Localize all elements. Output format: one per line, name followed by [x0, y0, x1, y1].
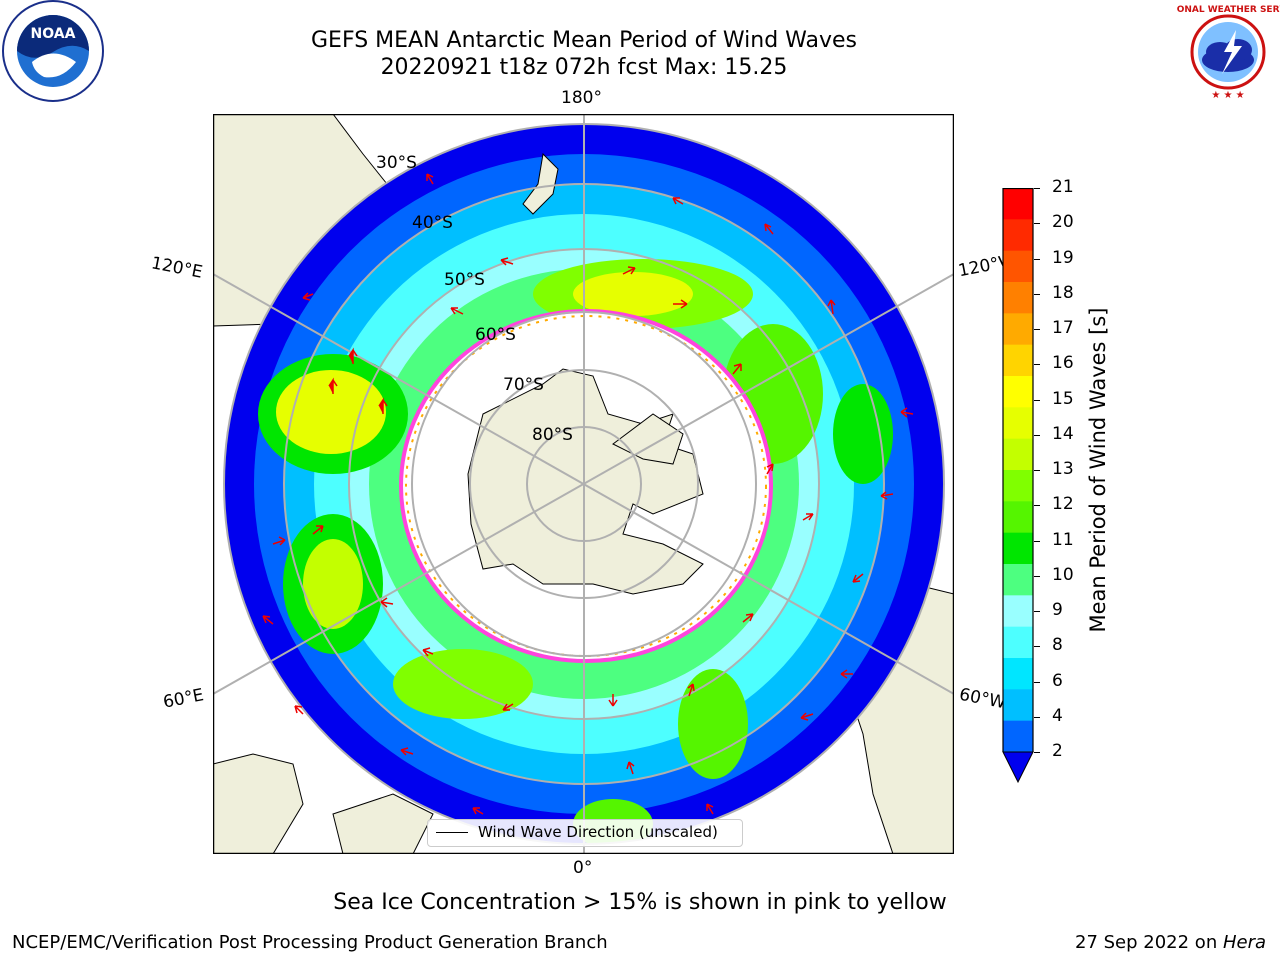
colorbar-tick-mark — [1034, 434, 1040, 436]
chart-title: GEFS MEAN Antarctic Mean Period of Wind … — [311, 28, 857, 53]
svg-text:★ ★ ★: ★ ★ ★ — [1211, 90, 1244, 101]
colorbar-tick-mark — [1034, 540, 1040, 542]
colorbar-tick-mark — [1034, 681, 1040, 683]
colorbar-tick-mark — [1034, 505, 1040, 507]
footer-credit: NCEP/EMC/Verification Post Processing Pr… — [12, 932, 608, 953]
lat-label-30s: 30°S — [376, 153, 417, 173]
colorbar-tick-label: 20 — [1052, 212, 1074, 233]
colorbar-segment — [1003, 626, 1033, 659]
colorbar-tick-label: 16 — [1052, 353, 1074, 374]
colorbar-segment — [1003, 282, 1033, 314]
legend-line-swatch — [436, 832, 468, 833]
lat-label-50s: 50°S — [444, 270, 485, 290]
colorbar-segment — [1003, 689, 1033, 722]
colorbar-tick-label: 9 — [1052, 600, 1063, 620]
polar-map — [213, 114, 954, 854]
lon-label-60e: 60°E — [161, 685, 206, 713]
colorbar-segment — [1003, 470, 1033, 502]
sea-ice-note: Sea Ice Concentration > 15% is shown in … — [333, 890, 947, 915]
colorbar-tick-label: 19 — [1052, 247, 1074, 268]
colorbar-tick-mark — [1034, 470, 1040, 471]
colorbar-tick-label: 13 — [1052, 459, 1074, 479]
colorbar-tick-label: 10 — [1052, 564, 1074, 585]
landmass-africa — [213, 753, 304, 854]
colorbar-segment — [1003, 564, 1033, 596]
colorbar-tick-label: 2 — [1052, 741, 1063, 761]
svg-text:NATIONAL WEATHER SERVICE: NATIONAL WEATHER SERVICE — [1176, 5, 1280, 15]
lat-label-70s: 70°S — [503, 375, 544, 395]
colorbar-segment — [1003, 438, 1033, 471]
colorbar-tick-mark — [1034, 575, 1040, 577]
landmass-new-zealand — [522, 152, 559, 215]
colorbar-tick-mark — [1034, 329, 1040, 330]
colorbar-tick-label: 18 — [1052, 282, 1074, 303]
lon-label-60w: 60°W — [957, 684, 1008, 714]
lat-label-80s: 80°S — [532, 425, 573, 445]
colorbar-tick-label: 6 — [1052, 670, 1063, 691]
colorbar-tick-mark — [1034, 293, 1040, 295]
colorbar-outline — [1002, 188, 1034, 752]
colorbar-tick-label: 17 — [1052, 318, 1074, 338]
colorbar-tick-label: 14 — [1052, 423, 1074, 444]
lat-label-40s: 40°S — [412, 213, 453, 233]
footer-date-text: 27 Sep 2022 on — [1075, 932, 1223, 953]
footer-date: 27 Sep 2022 on Hera — [1075, 932, 1266, 953]
colorbar — [1002, 188, 1034, 784]
colorbar-segment — [1003, 313, 1033, 346]
lon-label-120e: 120°E — [149, 253, 205, 283]
colorbar-segment — [1003, 720, 1033, 753]
colorbar-tick-mark — [1034, 364, 1040, 366]
map-legend: Wind Wave Direction (unscaled) — [427, 819, 743, 847]
colorbar-tick-label: 21 — [1052, 177, 1074, 197]
colorbar-segment — [1003, 219, 1033, 252]
colorbar-segment — [1003, 376, 1033, 408]
colorbar-tick-mark — [1034, 716, 1040, 718]
colorbar-tick-label: 11 — [1052, 529, 1074, 550]
colorbar-segment — [1003, 595, 1033, 628]
colorbar-segment — [1003, 407, 1033, 440]
colorbar-tick-mark — [1034, 611, 1040, 612]
colorbar-tick-mark — [1034, 752, 1040, 753]
colorbar-tick-mark — [1034, 258, 1040, 260]
colorbar-tick-label: 12 — [1052, 494, 1074, 515]
legend-label: Wind Wave Direction (unscaled) — [478, 823, 718, 841]
colorbar-segment — [1003, 188, 1033, 220]
svg-text:NOAA: NOAA — [31, 26, 76, 42]
colorbar-tick-mark — [1034, 188, 1040, 189]
footer-host: Hera — [1222, 932, 1266, 953]
lon-label-180: 180° — [561, 88, 602, 108]
colorbar-segment — [1003, 658, 1033, 690]
colorbar-label: Mean Period of Wind Waves [s] — [1086, 307, 1110, 633]
chart-subtitle: 20220921 t18z 072h fcst Max: 15.25 — [380, 55, 788, 80]
colorbar-segment — [1003, 501, 1033, 534]
colorbar-tick-mark — [1034, 399, 1040, 401]
colorbar-segment — [1003, 532, 1033, 565]
nws-logo: NATIONAL WEATHER SERVICE ★ ★ ★ — [1153, 0, 1280, 104]
lat-label-60s: 60°S — [475, 325, 516, 345]
colorbar-tick-mark — [1034, 223, 1040, 225]
colorbar-tick-label: 15 — [1052, 388, 1074, 409]
noaa-logo: NOAA — [2, 0, 104, 102]
lon-label-0: 0° — [573, 858, 593, 878]
colorbar-tick-label: 4 — [1052, 705, 1063, 726]
colorbar-segment — [1003, 344, 1033, 377]
colorbar-tick-mark — [1034, 646, 1040, 648]
colorbar-extend-triangle — [1002, 751, 1034, 784]
colorbar-tick-label: 8 — [1052, 635, 1063, 656]
colorbar-segment — [1003, 250, 1033, 283]
